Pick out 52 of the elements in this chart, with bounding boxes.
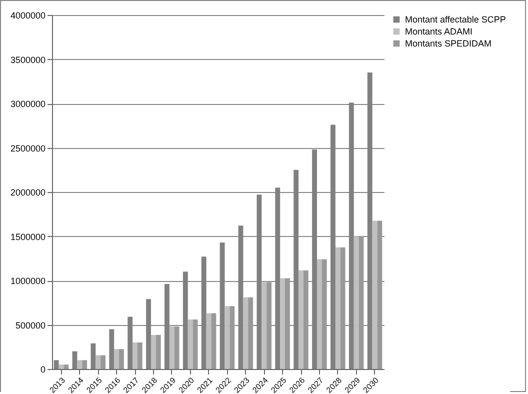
y-tick-label: 1500000 — [10, 232, 46, 242]
bar — [77, 360, 82, 369]
bar — [137, 342, 142, 369]
bar — [90, 343, 96, 369]
bar — [266, 282, 272, 369]
bar — [174, 326, 180, 369]
y-tick-label: 3000000 — [10, 99, 46, 109]
bar — [372, 220, 378, 369]
bar — [156, 334, 161, 369]
bar — [188, 319, 193, 369]
bar — [358, 236, 364, 369]
y-tick-label: 4000000 — [10, 10, 46, 20]
bar — [335, 247, 340, 369]
bar — [150, 334, 156, 369]
legend-label: Montants ADAMI — [405, 26, 473, 36]
bar — [72, 351, 78, 369]
bar — [354, 236, 359, 369]
bar — [109, 329, 114, 369]
y-tick-label: 1000000 — [10, 276, 46, 286]
bar — [206, 313, 212, 369]
bar — [230, 306, 235, 369]
legend-label: Montant affectable SCPP — [405, 14, 506, 24]
bar — [285, 278, 290, 369]
bar — [114, 349, 120, 369]
y-tick-label: 0 — [40, 364, 46, 374]
bar — [248, 297, 254, 369]
bar — [192, 319, 198, 369]
bar — [100, 355, 106, 369]
bar — [169, 326, 174, 369]
bar — [64, 364, 69, 369]
y-tick-label: 3500000 — [10, 54, 46, 65]
bar — [377, 220, 382, 369]
bar — [96, 355, 101, 369]
bar — [119, 349, 124, 369]
legend-label: Montants SPEDIDAM — [405, 38, 492, 48]
bar — [262, 282, 267, 369]
bar — [243, 297, 248, 369]
bar — [82, 360, 88, 369]
bar — [303, 270, 308, 369]
y-tick-label: 2500000 — [10, 143, 46, 154]
bar — [58, 364, 64, 369]
bar — [298, 270, 304, 369]
y-tick-label: 2000000 — [10, 188, 46, 198]
bar — [54, 360, 59, 369]
bar — [132, 342, 138, 369]
bar — [280, 278, 286, 369]
bar — [322, 259, 327, 369]
bar — [211, 313, 216, 369]
y-tick-label: 500000 — [15, 320, 46, 330]
bar — [224, 306, 230, 369]
bar — [340, 247, 346, 369]
bar — [316, 259, 322, 369]
